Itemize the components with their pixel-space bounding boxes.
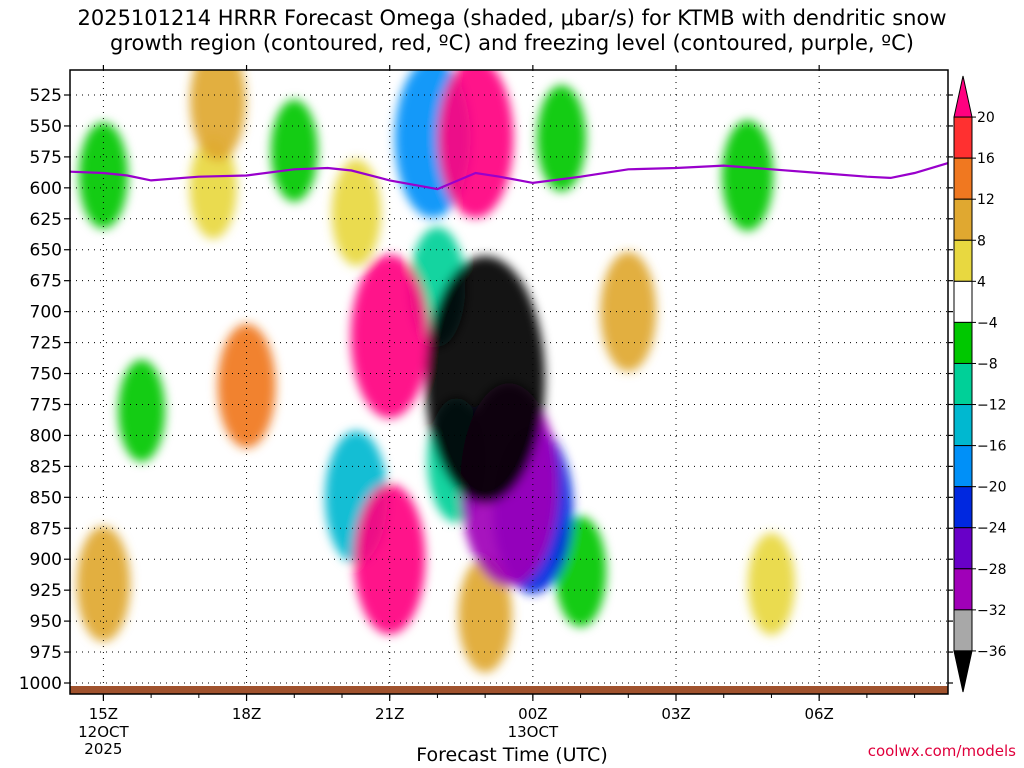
y-tick-label: 775 (30, 395, 62, 415)
omega-cell-5 (331, 159, 381, 266)
omega-cell-2 (270, 99, 318, 202)
y-tick-label: 675 (30, 272, 62, 292)
omega-cell-8 (721, 120, 774, 231)
y-tick-label: 850 (30, 488, 62, 508)
y-tick-label: 825 (30, 457, 62, 477)
x-tick-label: 15Z (89, 705, 118, 723)
colorbar-label: 12 (977, 192, 995, 208)
chart-title: 2025101214 HRRR Forecast Omega (shaded, … (0, 6, 1024, 56)
y-tick-label: 575 (30, 148, 62, 168)
omega-cell-10 (458, 557, 512, 673)
y-tick-label: 875 (30, 519, 62, 539)
colorbar-label: −16 (977, 439, 1007, 455)
colorbar-label: −20 (977, 480, 1007, 496)
colorbar-label: 8 (977, 233, 986, 249)
colorbar-swatch (953, 239, 973, 282)
colorbar-swatch (953, 486, 973, 529)
x-tick-label: 21Z (375, 705, 404, 723)
y-tick-label: 625 (30, 210, 62, 230)
colorbar-swatch (953, 198, 973, 241)
grid-lines (70, 70, 948, 694)
omega-cell-14 (217, 323, 276, 448)
omega-cell-19 (437, 70, 514, 218)
colorbar-swatch (953, 527, 973, 570)
chart-title-line-2: growth region (contoured, red, ºC) and f… (110, 31, 914, 55)
omega-shading (76, 70, 795, 673)
x-tick-label: 03Z (661, 705, 690, 723)
colorbar-label: 4 (977, 274, 986, 290)
x-tick-sublabel: 12OCT (78, 723, 129, 741)
colorbar-swatch (953, 321, 973, 364)
y-tick-label: 600 (30, 179, 62, 199)
x-tick-sublabel: 13OCT (508, 723, 559, 741)
y-tick-label: 525 (30, 86, 62, 106)
colorbar-swatch (953, 609, 973, 652)
freezing-level-contour (70, 162, 948, 191)
omega-cell-1 (189, 136, 237, 239)
x-tick-label: 18Z (232, 705, 261, 723)
y-tick-label: 750 (30, 365, 62, 385)
omega-cell-20 (350, 254, 429, 419)
chart-title-line-1: 2025101214 HRRR Forecast Omega (shaded, … (77, 6, 947, 30)
y-tick-label: 725 (30, 334, 62, 354)
colorbar-top-arrow (953, 75, 973, 118)
freezing-level-line (70, 162, 948, 191)
colorbar-label: −28 (977, 562, 1007, 578)
y-tick-label: 900 (30, 550, 62, 570)
x-tick-label: 06Z (804, 705, 833, 723)
colorbar-bottom-arrow (953, 650, 973, 693)
y-tick-label: 700 (30, 303, 62, 323)
omega-cell-4 (78, 122, 128, 229)
y-tick-label: 550 (30, 117, 62, 137)
x-tick-sublabel: 2025 (84, 740, 122, 758)
y-tick-label: 975 (30, 643, 62, 663)
omega-cell-6 (536, 85, 587, 192)
colorbar-swatch (953, 280, 973, 323)
colorbar-label: −8 (977, 356, 998, 372)
omega-cell-0 (118, 359, 166, 462)
omega-cell-9 (76, 526, 131, 642)
omega-cell-3 (747, 533, 795, 635)
colorbar-swatch (953, 157, 973, 200)
colorbar-label: −4 (977, 315, 998, 331)
colorbar-label: −12 (977, 398, 1007, 414)
x-axis-label: Forecast Time (UTC) (416, 744, 608, 766)
y-axis: 525 550 575 600 625 650 675 700 725 750 775 800 825 8… (19, 86, 953, 694)
x-tick-label: 00Z (518, 705, 547, 723)
plot-frame (69, 69, 949, 695)
colorbar-swatch (953, 568, 973, 611)
y-tick-label: 1000 (19, 674, 62, 694)
omega-cell-23 (425, 256, 545, 504)
omega-cell-17 (354, 484, 426, 635)
y-tick-label: 925 (30, 581, 62, 601)
colorbar-swatch (953, 116, 973, 159)
y-tick-label: 650 (30, 241, 62, 261)
colorbar-swatch (953, 445, 973, 488)
colorbar-label: 20 (977, 110, 995, 126)
colorbar-label: 16 (977, 151, 995, 167)
colorbar-label: −36 (977, 644, 1007, 660)
y-tick-label: 800 (30, 426, 62, 446)
colorbar-label: −32 (977, 603, 1007, 619)
omega-cell-11 (190, 70, 246, 161)
colorbar-swatch (953, 362, 973, 406)
colorbar-label: −24 (977, 521, 1007, 537)
colorbar-swatch (953, 404, 973, 447)
y-tick-label: 950 (30, 612, 62, 632)
watermark-text: coolwx.com/models (867, 742, 1016, 760)
terrain-ground (70, 686, 948, 694)
colorbar: 20 16 12 8 4 −4 −8 −12 −16 −20 −24 −28 −32 −36 (953, 75, 1007, 693)
